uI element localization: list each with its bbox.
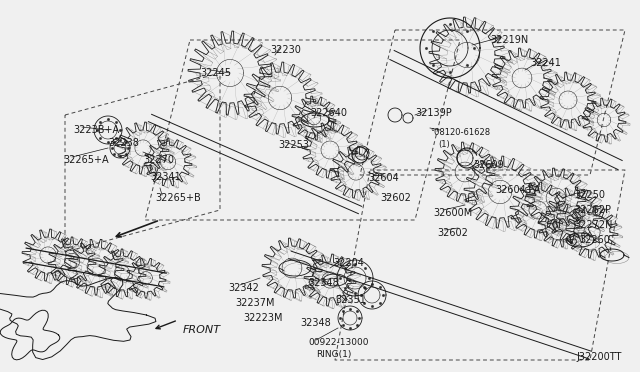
Text: 32245: 32245	[200, 68, 231, 78]
Text: 32250: 32250	[574, 190, 605, 200]
Text: 322640: 322640	[310, 108, 347, 118]
Text: 32600M: 32600M	[433, 208, 472, 218]
Text: 32204: 32204	[333, 258, 364, 268]
Text: 32342: 32342	[228, 283, 259, 293]
Text: 32241: 32241	[530, 58, 561, 68]
Text: 32272N: 32272N	[574, 220, 612, 230]
Text: 32260: 32260	[579, 235, 610, 245]
Text: 32351: 32351	[335, 295, 366, 305]
Text: 32265+B: 32265+B	[155, 193, 201, 203]
Text: FRONT: FRONT	[183, 325, 221, 335]
Text: 32219N: 32219N	[490, 35, 528, 45]
Text: J32200TT: J32200TT	[577, 352, 622, 362]
Text: 32348: 32348	[308, 278, 339, 288]
Text: 3223B+A: 3223B+A	[73, 125, 119, 135]
Text: °08120-61628: °08120-61628	[430, 128, 490, 137]
Text: 32253: 32253	[278, 140, 309, 150]
Text: 32265+A: 32265+A	[63, 155, 109, 165]
Text: 32604: 32604	[368, 173, 399, 183]
Text: (1): (1)	[438, 140, 450, 149]
Text: 32237M: 32237M	[235, 298, 275, 308]
Text: 00922-13000: 00922-13000	[308, 338, 369, 347]
Text: 32341: 32341	[150, 172, 180, 182]
Text: 32230: 32230	[270, 45, 301, 55]
Text: RING(1): RING(1)	[316, 350, 351, 359]
Text: 32609: 32609	[473, 160, 504, 170]
Text: 32348: 32348	[300, 318, 331, 328]
Text: 32223M: 32223M	[243, 313, 282, 323]
Text: 32604+A: 32604+A	[495, 185, 540, 195]
Text: 32262P: 32262P	[574, 205, 611, 215]
Text: 32602: 32602	[380, 193, 411, 203]
Text: 32139P: 32139P	[415, 108, 452, 118]
Text: 32238: 32238	[108, 138, 139, 148]
Text: 32602: 32602	[437, 228, 468, 238]
Text: 32270: 32270	[143, 155, 174, 165]
